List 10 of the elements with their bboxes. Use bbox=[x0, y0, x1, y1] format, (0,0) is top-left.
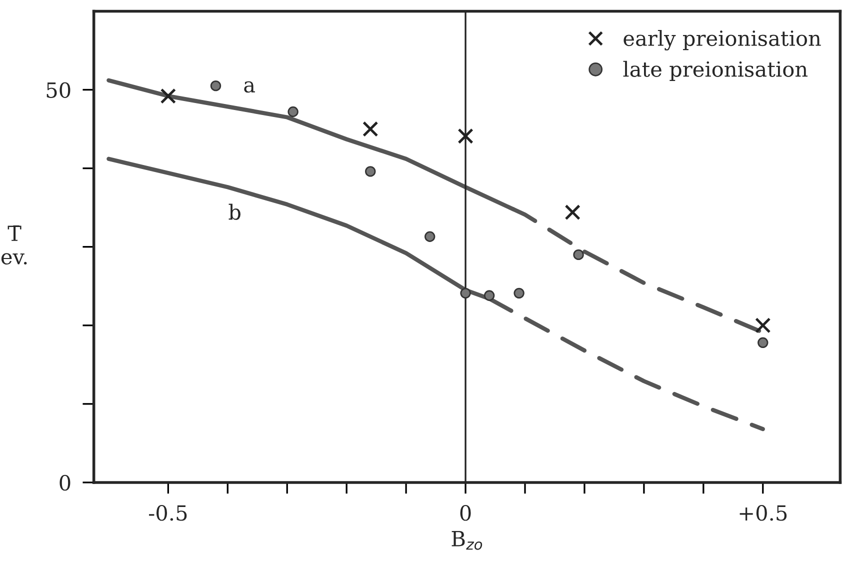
x-axis-title: B$_{zo}$ bbox=[452, 531, 482, 550]
annotation: a bbox=[244, 81, 255, 93]
x-tick-label: 0 bbox=[460, 505, 471, 521]
y-axis-title: T̄ ev. bbox=[1, 225, 27, 265]
legend-label: late preionisation bbox=[623, 60, 808, 82]
legend-label: early preionisation bbox=[624, 30, 821, 50]
x-tick-label: +0.5 bbox=[740, 505, 787, 521]
y-tick-label: 50 bbox=[46, 82, 70, 98]
x-tick-label: -0.5 bbox=[149, 505, 187, 521]
annotation: b bbox=[228, 204, 240, 220]
